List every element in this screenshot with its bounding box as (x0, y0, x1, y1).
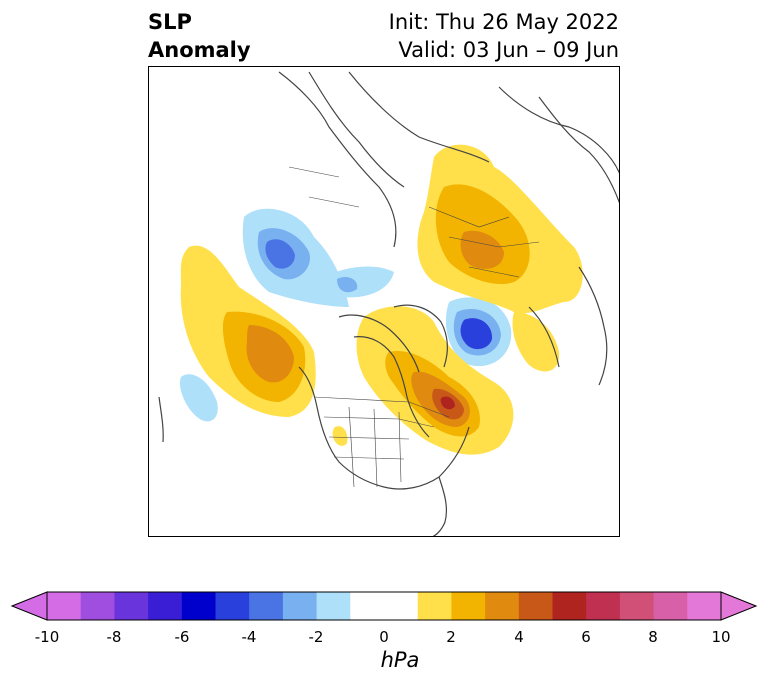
colorbar-outline (46, 591, 722, 621)
colorbar-swatch (653, 592, 688, 620)
colorbar-swatch (80, 592, 115, 620)
anomaly-map (148, 66, 620, 537)
colorbar-swatch (181, 592, 216, 620)
colorbar-swatch (316, 592, 351, 620)
negative-region-norway-3 (460, 318, 493, 350)
colorbar-swatch (249, 592, 284, 620)
tick-label: -4 (241, 628, 257, 646)
colorbar-swatch (114, 592, 149, 620)
positive-region-scandinavia (512, 312, 560, 372)
map-svg (158, 71, 619, 536)
tick-label: -6 (174, 628, 190, 646)
tick-label: 6 (581, 628, 591, 646)
negative-region-arctic-inner2 (265, 239, 295, 269)
tick-label: -2 (308, 628, 324, 646)
positive-region-small (332, 426, 348, 446)
tick-label: 10 (711, 628, 731, 646)
chart-title: SLP Anomaly (148, 8, 251, 64)
colorbar-swatch (586, 592, 621, 620)
colorbar-swatch (47, 592, 82, 620)
coastlines (158, 71, 619, 536)
colorbar-unit: hPa (0, 648, 768, 672)
init-date: Init: Thu 26 May 2022 (388, 10, 619, 34)
valid-range: Valid: 03 Jun – 09 Jun (398, 38, 619, 62)
tick-label: 2 (446, 628, 456, 646)
colorbar-swatch (552, 592, 587, 620)
colorbar-swatch (215, 592, 250, 620)
admin-boundaries (288, 166, 540, 488)
colorbar (10, 591, 758, 621)
colorbar-swatch (485, 592, 520, 620)
colorbar-swatch (384, 592, 419, 620)
colorbar-swatch (687, 592, 722, 620)
colorbar-extend-max (720, 591, 758, 621)
negative-region-sw (179, 374, 218, 422)
tick-label: -10 (34, 628, 60, 646)
colorbar-swatch (148, 592, 183, 620)
unit-label: hPa (380, 648, 420, 672)
negative-region-mid-inner (337, 277, 358, 293)
tick-label: 8 (648, 628, 658, 646)
title-line-2: Anomaly (148, 38, 251, 62)
colorbar-swatch (282, 592, 318, 620)
negative-region-mid (322, 266, 394, 298)
date-info: Init: Thu 26 May 2022 Valid: 03 Jun – 09… (389, 8, 619, 64)
colorbar-extend-min (10, 591, 48, 621)
colorbar-swatch (417, 592, 452, 620)
colorbar-swatch (451, 592, 486, 620)
title-line-1: SLP (148, 10, 192, 34)
positive-region-siberia-3 (460, 230, 504, 269)
positive-region-hudson-5 (440, 396, 455, 410)
colorbar-swatch (518, 592, 553, 620)
colorbar-swatch (619, 592, 655, 620)
colorbar-swatch (350, 592, 385, 620)
tick-label: -8 (106, 628, 122, 646)
tick-label: 4 (514, 628, 524, 646)
positive-region-pacific-3 (246, 325, 294, 383)
tick-label: 0 (379, 628, 389, 646)
